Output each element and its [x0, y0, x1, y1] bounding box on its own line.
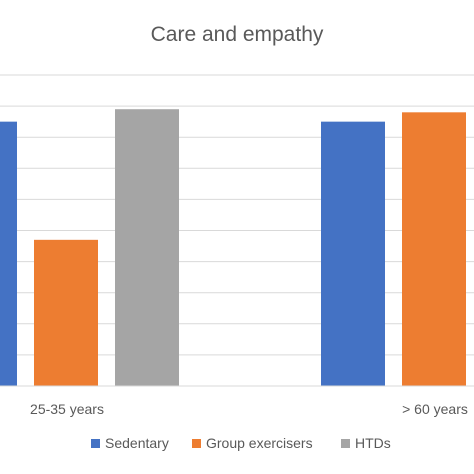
legend: Sedentary Group exercisers HTDs: [91, 435, 391, 451]
legend-label-group-exercisers: Group exercisers: [206, 435, 313, 451]
bar-sedentary-0: [0, 121, 17, 387]
category-tick-labels: 25-35 years > 60 years: [30, 401, 468, 417]
legend-label-htds: HTDs: [355, 435, 391, 451]
legend-label-sedentary: Sedentary: [105, 435, 169, 451]
bar-htds-0: [115, 109, 179, 387]
chart-title: Care and empathy: [151, 23, 324, 46]
bar-group-exercisers-0: [34, 239, 98, 386]
legend-swatch-htds: [341, 439, 350, 448]
bar-group-exercisers-1: [402, 112, 466, 386]
legend-swatch-sedentary: [91, 439, 100, 448]
category-label-25-35: 25-35 years: [30, 401, 104, 417]
category-label-over-60: > 60 years: [402, 401, 468, 417]
legend-swatch-group-exercisers: [192, 439, 201, 448]
bars: [0, 109, 466, 387]
bar-sedentary-1: [321, 121, 385, 387]
